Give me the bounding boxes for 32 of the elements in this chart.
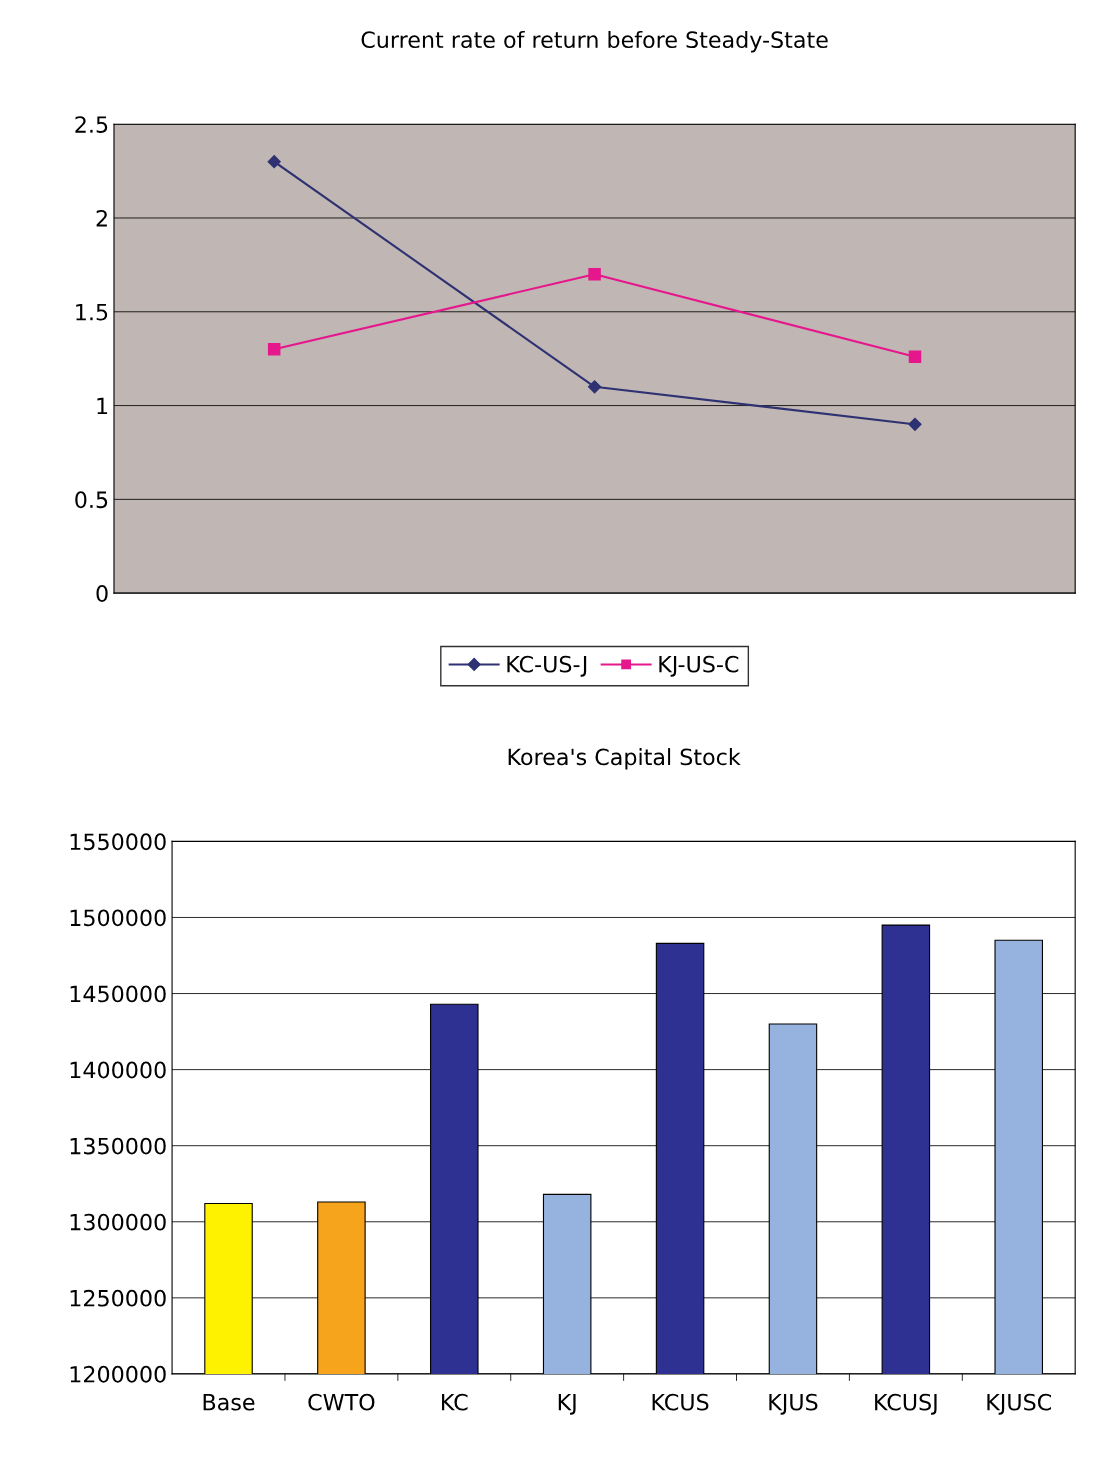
x-tick-label: KCUS xyxy=(652,1393,709,1411)
y-tick-label: 1 xyxy=(97,397,108,415)
chart-title: Current rate of return before Steady-State xyxy=(361,30,828,53)
point xyxy=(908,350,922,364)
chart-title: Korea's Capital Stock xyxy=(508,748,741,770)
x-tick-label: KJUS xyxy=(769,1393,818,1415)
y-tick-label: 1250000 xyxy=(70,1289,166,1307)
x-tick-label: Base xyxy=(203,1394,255,1411)
y-tick-label: 1400000 xyxy=(70,1061,166,1079)
point xyxy=(587,380,602,394)
y-tick-label: 2 xyxy=(96,209,107,227)
y-tick-label: 1.5 xyxy=(76,304,108,321)
y-tick-label: 0.5 xyxy=(75,491,108,509)
y-tick-label: 1450000 xyxy=(70,985,166,1003)
y-tick-label: 1200000 xyxy=(70,1365,166,1383)
x-tick-label: KC xyxy=(442,1393,468,1411)
y-tick-label: 1350000 xyxy=(70,1137,166,1155)
x-tick-label: KJUSC xyxy=(987,1393,1052,1415)
point xyxy=(588,268,601,281)
y-tick-label: 2.5 xyxy=(75,116,108,133)
x-tick-label: KJ xyxy=(558,1394,576,1415)
x-tick-label: CWTO xyxy=(308,1393,375,1411)
y-tick-label: 0 xyxy=(96,585,108,602)
point xyxy=(908,417,922,431)
legend-label: KC-US-J xyxy=(507,655,587,677)
y-tick-label: 1300000 xyxy=(70,1213,166,1231)
x-tick-label: KCUSJ xyxy=(875,1393,937,1415)
y-tick-label: 1500000 xyxy=(70,909,166,927)
point xyxy=(267,155,281,169)
point xyxy=(267,343,281,356)
y-tick-label: 1550000 xyxy=(70,833,166,851)
legend-label: KJ-US-C xyxy=(659,655,739,677)
